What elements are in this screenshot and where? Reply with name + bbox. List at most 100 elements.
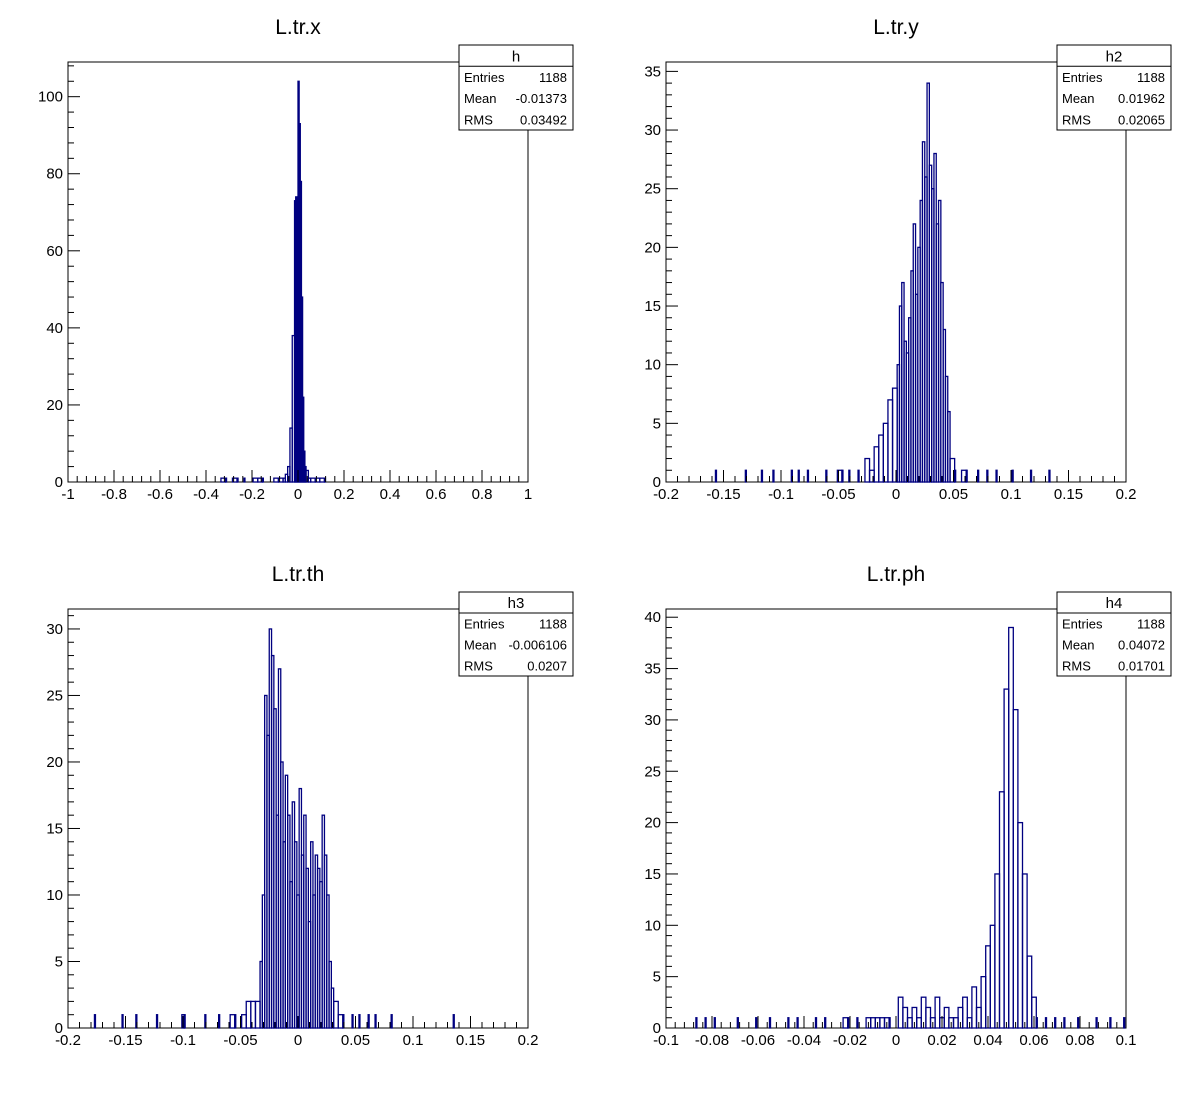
histogram-bar [824, 1017, 827, 1029]
histogram-bar [873, 446, 880, 483]
x-tick-label: -0.02 [833, 1032, 867, 1049]
histogram-panel: L.tr.x -1 -0.8 -0.6 -0.4 -0.2 0 0.2 0.4 0.6 0.8 1 0 2… [38, 16, 574, 503]
histogram-bar [864, 457, 871, 483]
stats-label: Mean [1062, 638, 1095, 653]
stats-label: RMS [464, 659, 493, 674]
x-tick-label: 0.02 [927, 1032, 956, 1049]
histogram-bar [879, 1017, 886, 1029]
x-tick-label: 0.1 [1001, 486, 1022, 503]
y-tick-label: 0 [653, 474, 661, 491]
histogram-bar [1011, 469, 1014, 483]
stats-value: 1188 [1137, 617, 1165, 632]
x-tick-label: -0.2 [239, 486, 265, 503]
histogram-bar [1063, 1017, 1066, 1029]
x-tick-label: 0 [294, 1032, 302, 1049]
x-tick-label: -0.6 [147, 486, 173, 503]
histogram-bar [897, 996, 904, 1029]
y-tick-label: 10 [644, 357, 661, 374]
histogram-bar [240, 1014, 247, 1029]
histogram-bar [367, 1014, 370, 1029]
y-tick-label: 15 [644, 298, 661, 315]
y-tick-label: 15 [46, 820, 63, 837]
histogram-bar [695, 1017, 698, 1029]
y-tick-label: 25 [644, 181, 661, 198]
histogram-bar [1044, 1017, 1048, 1029]
histogram-bar [736, 1017, 739, 1029]
histogram-bar [229, 1014, 236, 1029]
histogram-bar [234, 1014, 237, 1029]
histogram-bar [254, 1000, 261, 1029]
x-tick-label: -1 [61, 486, 74, 503]
stats-label: Mean [464, 638, 497, 653]
histogram-bar [806, 469, 810, 483]
histogram-bar [714, 469, 718, 483]
histogram-bar [342, 1014, 345, 1029]
histogram-bar [713, 1017, 716, 1029]
histogram-bar [906, 1017, 913, 1029]
x-tick-label: -0.1 [653, 1032, 679, 1049]
histogram-bar [995, 469, 998, 483]
chart-title: L.tr.ph [867, 563, 925, 586]
histogram-bar [224, 477, 228, 483]
x-tick-label: -0.05 [821, 486, 855, 503]
y-tick-label: 0 [55, 474, 63, 491]
x-tick-label: 0.05 [939, 486, 968, 503]
y-tick-label: 35 [644, 661, 661, 678]
histogram-bar [1095, 1017, 1098, 1029]
y-tick-label: 0 [653, 1020, 661, 1037]
y-tick-label: 5 [55, 953, 63, 970]
histogram-panel: L.tr.th -0.2 -0.15 -0.1 -0.05 0 0.05 0.1 0.15 0.2… [46, 563, 574, 1049]
histogram-bar [796, 1017, 799, 1029]
histogram-bar [977, 469, 980, 483]
histogram-bar [358, 1014, 361, 1029]
histogram-bar [772, 469, 775, 483]
histogram-bar [797, 469, 800, 483]
x-tick-label: -0.2 [653, 486, 679, 503]
histogram-bar [390, 1014, 393, 1029]
x-tick-label: -0.15 [108, 1032, 142, 1049]
histogram-bar [252, 477, 259, 483]
x-tick-label: -0.2 [55, 1032, 81, 1049]
histogram-bar [351, 1014, 354, 1029]
histogram-bar [121, 1014, 124, 1029]
y-tick-label: 100 [38, 89, 63, 106]
chart-title: L.tr.y [873, 16, 919, 39]
histogram-bar [878, 434, 884, 483]
histogram-bar [962, 996, 968, 1029]
y-tick-label: 30 [46, 621, 63, 638]
y-tick-label: 60 [46, 243, 63, 260]
y-tick-label: 20 [46, 754, 63, 771]
histogram-bar [319, 477, 326, 483]
stats-value: -0.01373 [516, 91, 567, 106]
histogram-bar [998, 791, 1005, 1029]
x-tick-label: -0.1 [768, 486, 794, 503]
stats-value: 0.03492 [520, 112, 567, 127]
y-tick-label: 30 [644, 122, 661, 139]
histogram-bar [93, 1014, 97, 1029]
x-tick-label: 0.8 [472, 486, 493, 503]
stats-label: Mean [1062, 91, 1095, 106]
histogram-panel: L.tr.y -0.2 -0.15 -0.1 -0.05 0 0.05 0.1 0.15 0.2 0… [644, 16, 1172, 503]
stats-name: h [512, 48, 520, 65]
histogram-bar [217, 1014, 221, 1029]
histogram-bar [337, 1014, 344, 1029]
stats-label: Mean [464, 91, 497, 106]
histogram-bar [916, 1017, 922, 1029]
x-tick-label: 0 [892, 1032, 900, 1049]
stats-value: -0.006106 [508, 638, 567, 653]
x-tick-label: 0.15 [456, 1032, 485, 1049]
histogram-bar [1026, 955, 1033, 1029]
histogram-bar [243, 477, 246, 483]
histogram-bar [760, 469, 764, 483]
histogram-bar [994, 873, 1001, 1029]
x-tick-label: 1 [524, 486, 532, 503]
histogram-bar [1048, 469, 1051, 483]
histogram-bar [1003, 688, 1010, 1029]
x-tick-label: 0.04 [973, 1032, 1002, 1049]
histogram-bar [1012, 708, 1019, 1029]
histogram-bar [888, 1017, 891, 1029]
stats-label: RMS [464, 112, 493, 127]
chart-title: L.tr.x [275, 16, 321, 39]
